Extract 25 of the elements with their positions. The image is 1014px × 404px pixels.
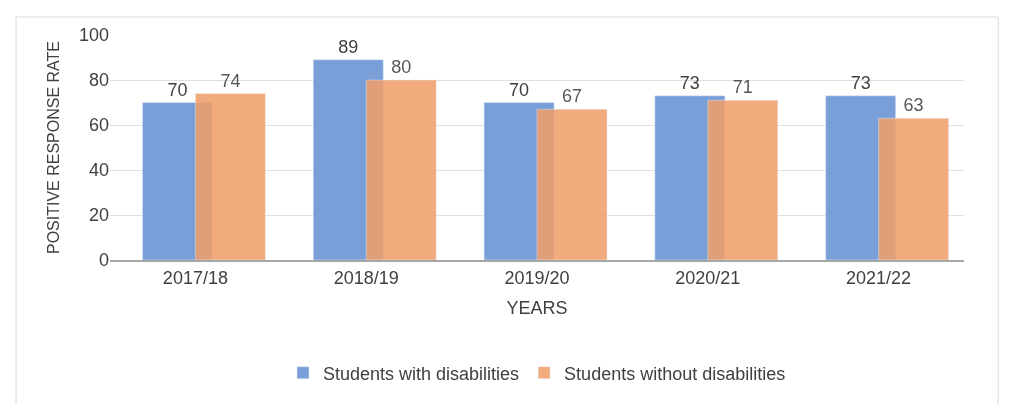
data-label: 71	[732, 77, 753, 98]
y-tick-label: 80	[88, 70, 109, 91]
data-label: 89	[338, 36, 359, 57]
legend-label: Students without disabilities	[564, 363, 786, 384]
y-tick-label: 60	[88, 115, 109, 136]
y-tick-label: 100	[78, 25, 109, 46]
data-label: 73	[850, 72, 871, 93]
x-tick-label: 2018/19	[333, 267, 399, 288]
data-label: 70	[167, 79, 188, 100]
y-tick-label: 0	[98, 250, 109, 271]
data-label: 63	[903, 95, 924, 116]
data-label: 80	[391, 57, 412, 77]
data-label: 74	[220, 70, 241, 91]
data-label: 73	[679, 72, 700, 93]
y-axis-title: POSITIVE RESPONSE RATE	[44, 40, 62, 255]
x-tick-label: 2019/20	[504, 267, 570, 288]
x-axis-title: YEARS	[506, 298, 568, 319]
y-tick-label: 20	[88, 205, 109, 226]
y-tick-label: 40	[88, 160, 109, 181]
x-tick-label: 2017/18	[162, 267, 228, 288]
data-label: 70	[509, 79, 530, 100]
legend-label: Students with disabilities	[323, 363, 520, 384]
x-tick-label: 2020/21	[675, 267, 741, 288]
x-tick-label: 2021/22	[846, 267, 912, 288]
data-label: 67	[562, 86, 583, 107]
